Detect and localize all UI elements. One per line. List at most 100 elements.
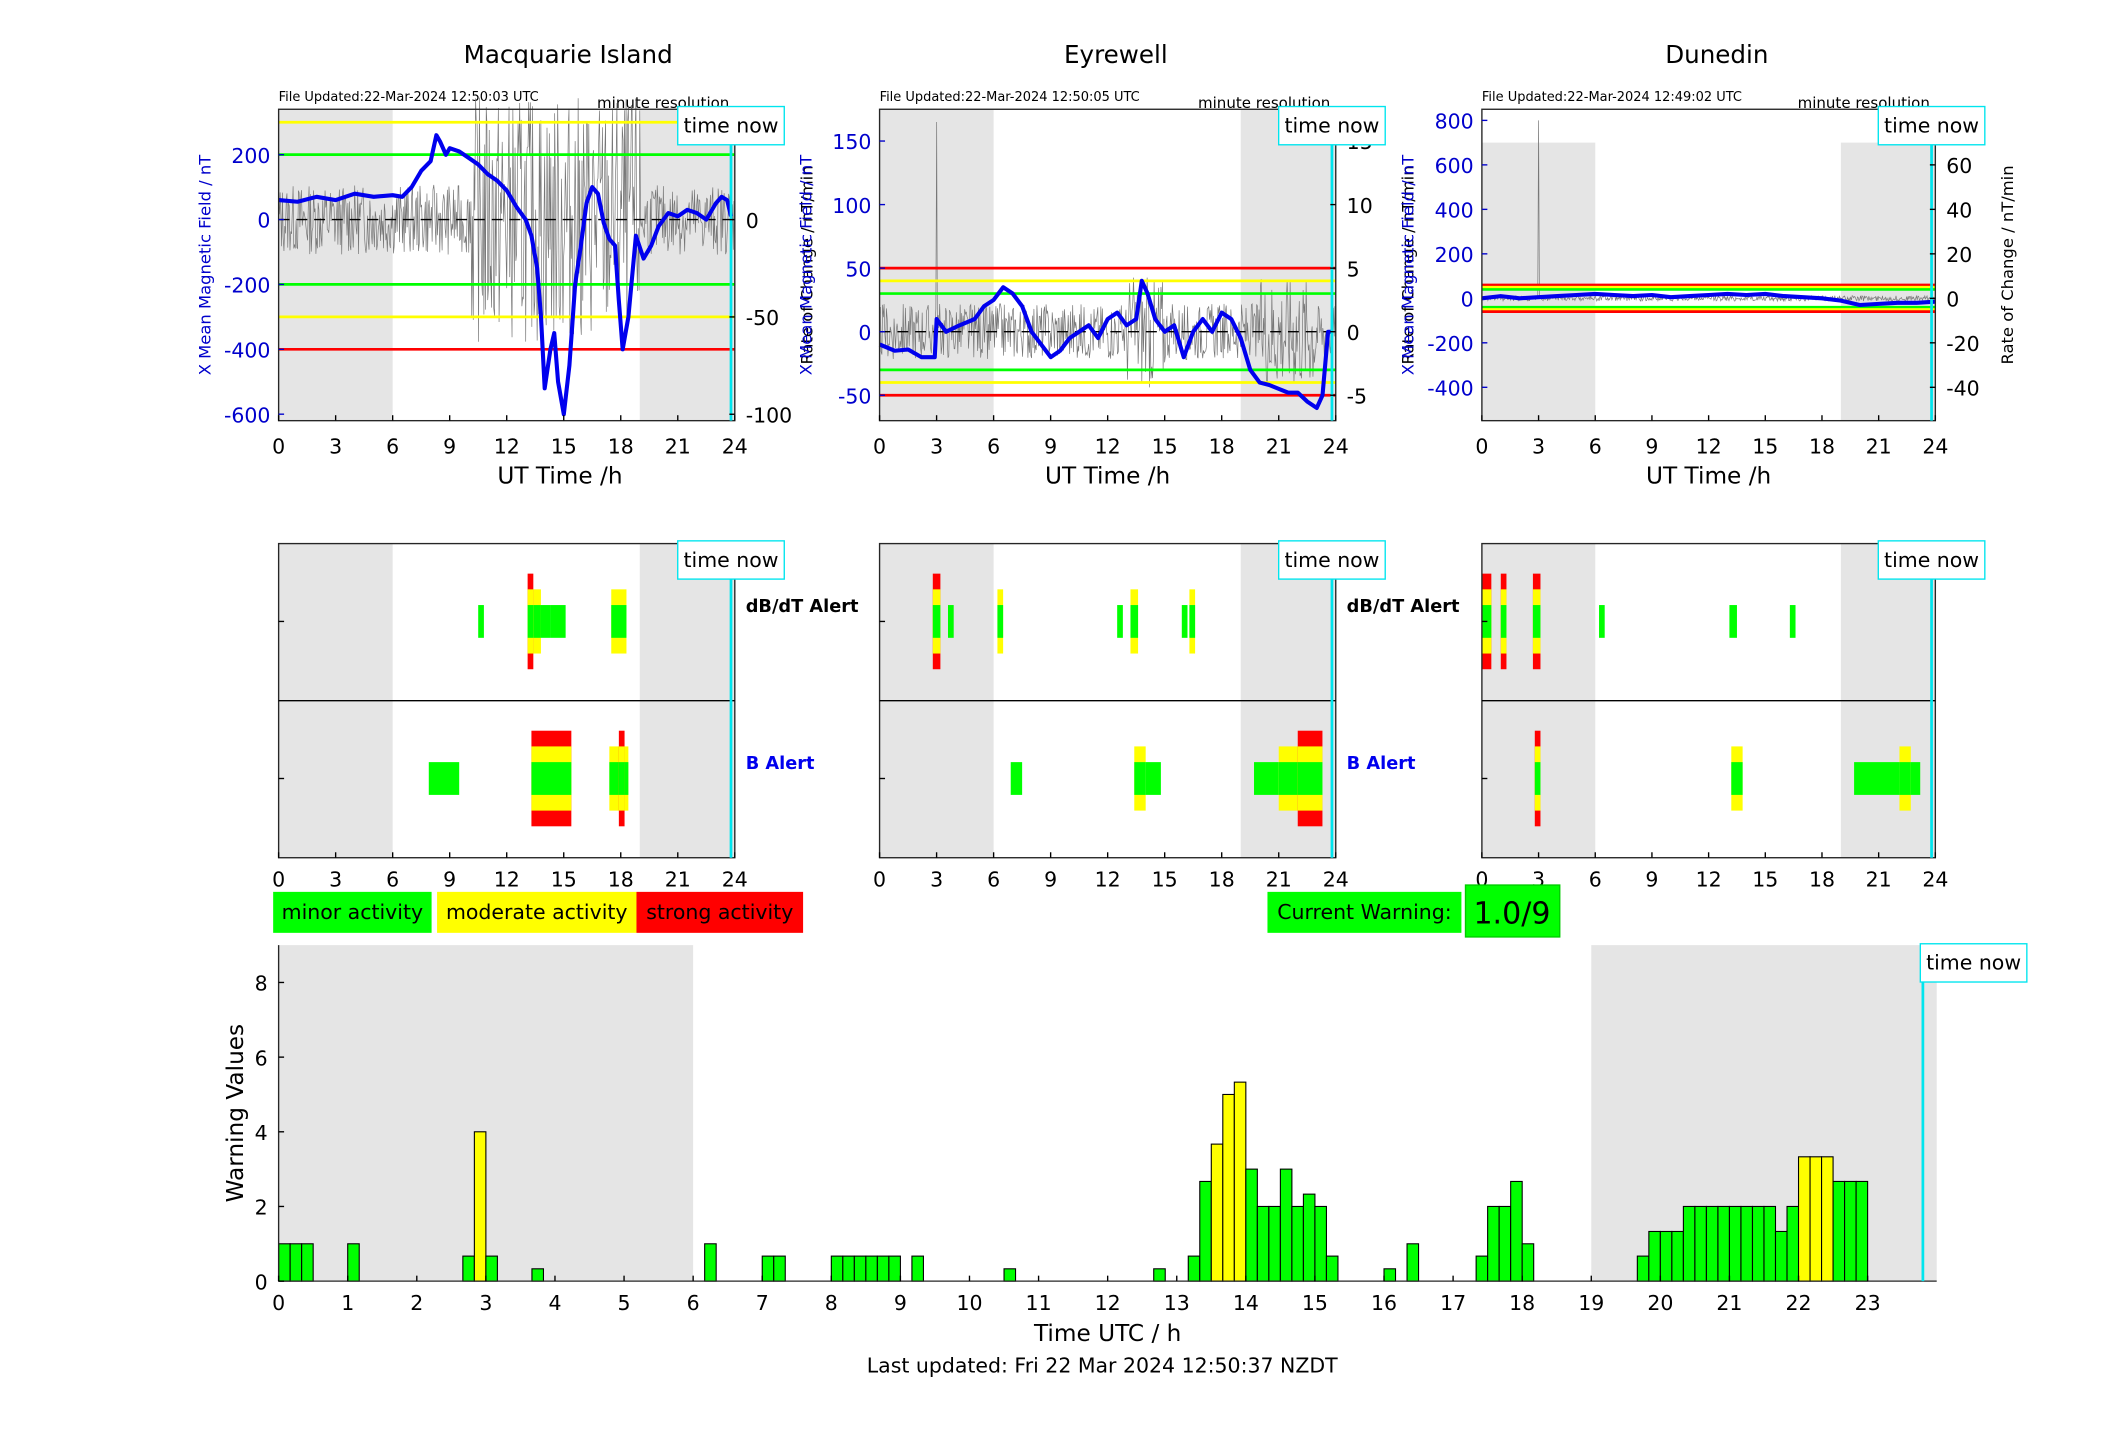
warning-bar xyxy=(1797,1156,1811,1282)
current-warning-value-box xyxy=(1464,884,1561,938)
x-tick-label: 0 xyxy=(272,867,285,891)
dbdt-alert-bar-minor xyxy=(1729,605,1737,638)
y-left-tick-label: 100 xyxy=(832,194,871,218)
warning-bar xyxy=(1763,1205,1777,1282)
x-tick-label: 4 xyxy=(548,1291,561,1315)
time-now-box xyxy=(1877,105,1986,146)
x-tick-label: 12 xyxy=(1696,867,1722,891)
x-tick-label: 18 xyxy=(1209,867,1235,891)
current-warning-label: Current Warning: xyxy=(1277,900,1451,924)
x-tick-label: 21 xyxy=(1266,434,1292,458)
y-left-tick-label: 400 xyxy=(1435,199,1474,223)
time-now-label: time now xyxy=(683,113,778,137)
b-alert-bar-minor xyxy=(531,762,572,795)
y-right-tick-label: 0 xyxy=(746,209,759,233)
y-right-tick-label: 20 xyxy=(1946,243,1972,267)
y-right-axis-label: Rate of Change / nT/min xyxy=(798,165,817,364)
warning-bar xyxy=(1199,1180,1212,1282)
y-left-tick-label: 200 xyxy=(231,144,270,168)
warning-bar xyxy=(1717,1205,1730,1282)
field-panel-0: Macquarie Island File Updated:22-Mar-2024… xyxy=(195,40,816,490)
x-tick-label: 24 xyxy=(1323,867,1349,891)
warning-bar xyxy=(462,1255,475,1282)
dbdt-alert-bar-minor xyxy=(1532,605,1541,638)
x-tick-label: 6 xyxy=(1589,867,1602,891)
b-alert-bar-minor xyxy=(1145,762,1161,795)
dbdt-alert-bar-minor xyxy=(1599,605,1605,638)
x-tick-label: 21 xyxy=(1866,867,1892,891)
x-tick-label: 22 xyxy=(1786,1291,1812,1315)
warning-bar xyxy=(1705,1205,1719,1282)
x-tick-label: 15 xyxy=(1302,1291,1328,1315)
x-tick-label: 0 xyxy=(873,867,886,891)
y-left-axis-label: X Mean Magnetic Field / nT xyxy=(796,154,815,376)
warning-bar xyxy=(1475,1255,1489,1282)
time-now-box xyxy=(677,540,785,580)
current-warning-value: 1.0/9 xyxy=(1473,896,1550,931)
y-right-axis-label: Rate of Change / nT/min xyxy=(1399,165,1418,364)
y-right-tick-label: 10 xyxy=(1347,194,1373,218)
y-left-tick-label: 0 xyxy=(858,321,871,345)
b-alert-bar-minor xyxy=(609,762,629,795)
x-tick-label: 24 xyxy=(722,434,748,458)
warning-bar xyxy=(1844,1180,1857,1282)
x-tick-label: 18 xyxy=(608,434,634,458)
y-left-tick-label: 50 xyxy=(845,257,871,281)
warning-bar xyxy=(1268,1205,1281,1282)
b-alert-bar-minor xyxy=(1254,762,1279,795)
time-now-label: time now xyxy=(1284,548,1379,572)
time-now-box xyxy=(1278,540,1386,580)
y-tick-label: 8 xyxy=(255,972,268,996)
x-tick-label: 6 xyxy=(987,867,1000,891)
activity-legend: minor activity moderate activity strong … xyxy=(273,891,804,933)
x-tick-label: 3 xyxy=(329,434,342,458)
x-tick-label: 17 xyxy=(1440,1291,1466,1315)
x-tick-label: 8 xyxy=(825,1291,838,1315)
x-tick-label: 15 xyxy=(1152,434,1178,458)
time-now-label: time now xyxy=(1284,113,1379,137)
field-panel-1: Eyrewell File Updated:22-Mar-2024 12:50:0… xyxy=(796,40,1417,490)
x-tick-label: 21 xyxy=(665,867,691,891)
last-updated-footer: Last updated: Fri 22 Mar 2024 12:50:37 N… xyxy=(867,1354,1338,1378)
x-tick-label: 0 xyxy=(1475,434,1488,458)
dbdt-alert-bar-minor xyxy=(997,605,1004,638)
x-tick-label: 15 xyxy=(551,867,577,891)
legend-moderate-label: moderate activity xyxy=(446,900,628,924)
x-tick-label: 24 xyxy=(1922,867,1948,891)
x-tick-label: 15 xyxy=(551,434,577,458)
x-axis-label: UT Time /h xyxy=(1646,462,1771,489)
x-tick-label: 2 xyxy=(410,1291,423,1315)
y-right-tick-label: -5 xyxy=(1347,384,1367,408)
warning-bar xyxy=(1003,1268,1017,1282)
y-left-tick-label: 800 xyxy=(1435,110,1474,134)
warning-bar xyxy=(1855,1180,1869,1282)
x-tick-label: 6 xyxy=(1589,434,1602,458)
time-now-box xyxy=(1919,943,2028,983)
legend-strong-swatch xyxy=(636,891,804,933)
warning-bar xyxy=(1187,1255,1201,1282)
alert-panel-1: 0 3 6 9 12 15 18 21 24 dB/dT Alert B Alert time now xyxy=(873,540,1460,891)
warning-bar xyxy=(1245,1168,1258,1282)
y-tick-label: 6 xyxy=(255,1046,268,1070)
time-now-box xyxy=(677,105,785,146)
x-tick-label: 3 xyxy=(930,434,943,458)
legend-moderate-swatch xyxy=(437,891,637,933)
warning-bar xyxy=(1314,1205,1327,1282)
x-tick-label: 21 xyxy=(665,434,691,458)
warning-bar xyxy=(876,1255,890,1282)
night-shading xyxy=(278,109,393,421)
x-tick-label: 21 xyxy=(1266,867,1292,891)
field-panel-2: Dunedin File Updated:22-Mar-2024 12:49:02… xyxy=(1399,40,2018,490)
b-alert-bar-minor xyxy=(428,762,460,795)
x-tick-label: 9 xyxy=(1044,434,1057,458)
legend-strong-label: strong activity xyxy=(646,900,793,924)
b-alert-bar-minor xyxy=(1010,762,1023,795)
field-trace xyxy=(278,133,733,417)
dbdt-alert-row-label: dB/dT Alert xyxy=(746,597,859,617)
warning-bar xyxy=(865,1255,878,1282)
warning-bar xyxy=(1821,1156,1834,1282)
x-tick-label: 9 xyxy=(1645,434,1658,458)
x-tick-label: 9 xyxy=(1044,867,1057,891)
y-left-tick-label: -50 xyxy=(838,384,871,408)
x-tick-label: 18 xyxy=(608,867,634,891)
